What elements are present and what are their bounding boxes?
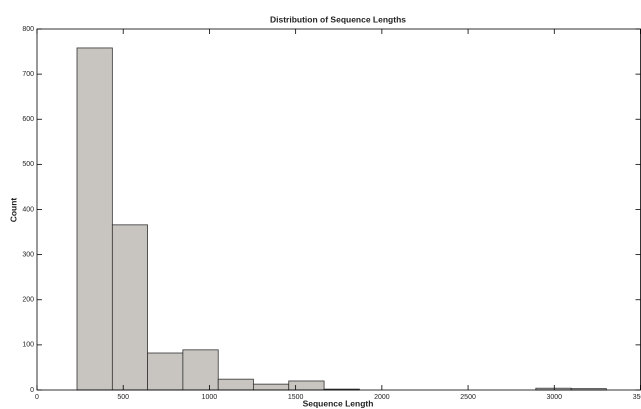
y-tick-label: 800 — [22, 26, 34, 33]
chart-title: Distribution of Sequence Lengths — [270, 14, 406, 24]
y-tick-label: 700 — [22, 71, 34, 78]
bar — [111, 224, 148, 391]
x-tick-label: 500 — [117, 394, 129, 401]
bar — [288, 380, 325, 391]
y-tick-label: 0 — [30, 387, 34, 394]
bar — [182, 349, 219, 391]
y-tick-label: 100 — [22, 342, 34, 349]
y-tick-label: 200 — [22, 297, 34, 304]
bar — [217, 378, 254, 391]
x-tick-label: 3000 — [546, 394, 562, 401]
x-tick-label: 0 — [35, 394, 39, 401]
x-axis-label: Sequence Length — [303, 398, 374, 408]
x-tick-label: 2500 — [460, 394, 476, 401]
y-tick-label: 500 — [22, 161, 34, 168]
x-tick-label: 1500 — [288, 394, 304, 401]
bar — [252, 383, 290, 391]
bar — [76, 47, 113, 391]
x-tick-label: 3500 — [633, 394, 641, 401]
bar — [147, 352, 184, 391]
y-tick-label: 600 — [22, 116, 34, 123]
x-tick-label: 1000 — [202, 394, 218, 401]
y-tick-label: 300 — [22, 251, 34, 258]
x-tick-label: 2000 — [374, 394, 390, 401]
y-axis-label: Count — [8, 198, 18, 223]
y-tick-label: 400 — [22, 206, 34, 213]
